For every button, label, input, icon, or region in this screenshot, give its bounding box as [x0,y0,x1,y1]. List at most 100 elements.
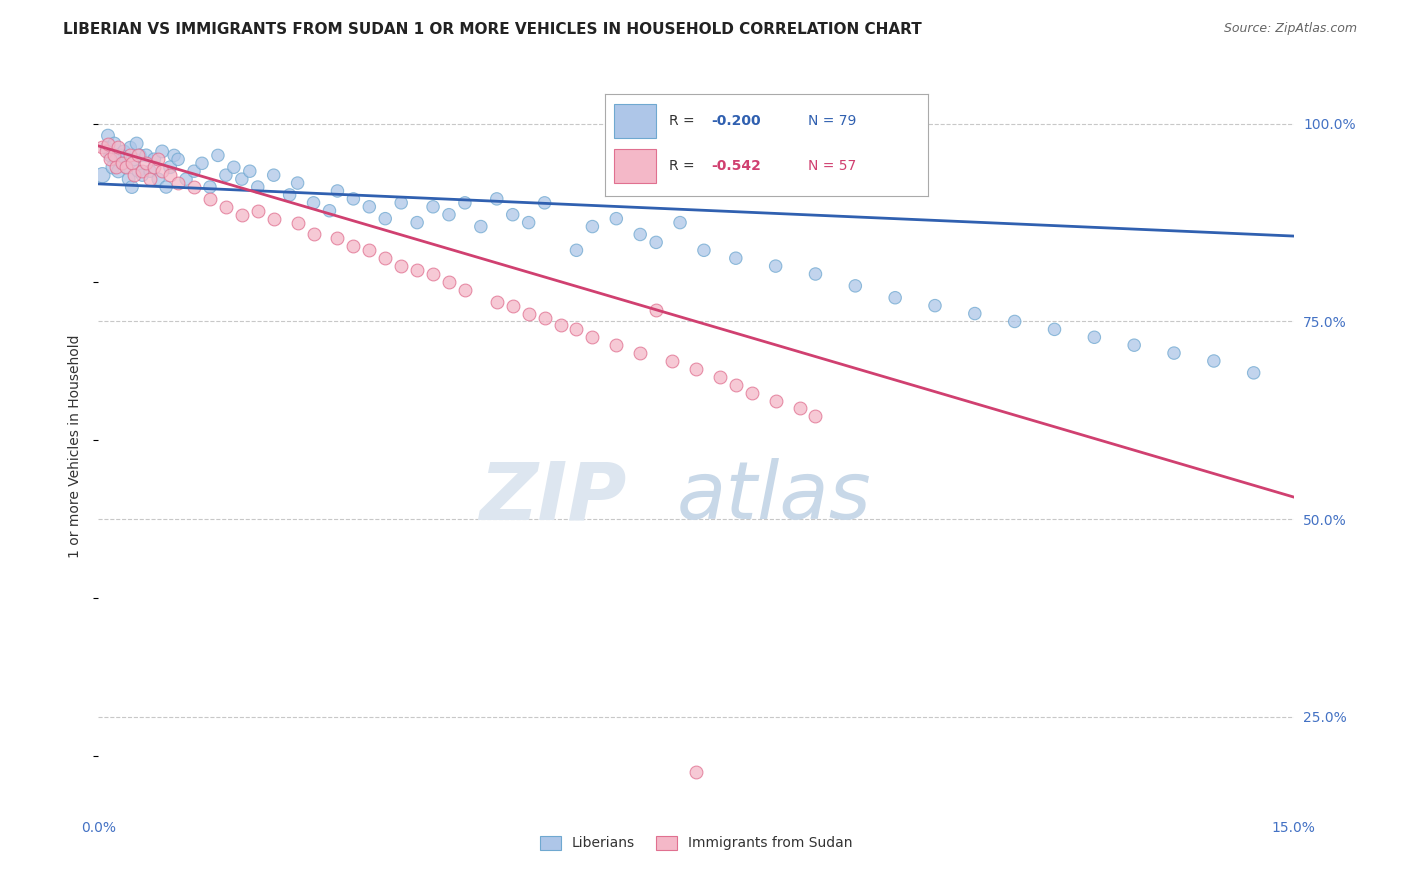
Point [502,208,524,222]
Point [533,310,555,325]
Point [661,354,683,368]
Text: atlas: atlas [676,458,872,536]
Point [112,145,135,159]
Point [804,409,827,424]
Point [148,153,170,167]
Point [517,216,540,230]
Point [645,235,668,250]
Point [1043,322,1066,336]
Point [287,216,309,230]
Point [533,195,555,210]
Point [128,148,150,162]
Point [326,231,349,245]
Point [124,168,146,182]
Point [121,180,143,194]
Point [517,307,540,321]
Point [581,330,603,344]
Text: ZIP: ZIP [479,458,626,536]
Point [374,211,396,226]
Point [628,346,651,360]
Point [645,302,668,317]
Point [98,148,122,162]
Point [628,227,651,242]
Point [406,216,429,230]
Point [231,172,253,186]
Point [1243,366,1265,380]
Point [148,172,170,186]
Point [143,153,166,167]
Point [374,251,396,265]
Text: R =: R = [669,114,699,128]
Point [239,164,262,178]
Text: N = 57: N = 57 [808,159,856,173]
Point [724,377,747,392]
Text: -0.200: -0.200 [711,114,761,128]
Point [207,148,229,162]
Point [120,140,142,154]
Point [183,164,205,178]
Text: LIBERIAN VS IMMIGRANTS FROM SUDAN 1 OR MORE VEHICLES IN HOUSEHOLD CORRELATION CH: LIBERIAN VS IMMIGRANTS FROM SUDAN 1 OR M… [63,22,922,37]
Point [246,203,269,218]
Point [98,153,122,167]
Point [709,369,731,384]
Point [159,168,181,182]
Point [422,267,444,281]
Point [765,393,787,408]
Point [97,128,120,143]
Point [550,318,572,333]
Point [96,140,118,154]
Point [155,180,177,194]
Point [222,161,245,175]
Point [318,203,340,218]
Point [215,200,238,214]
Point [342,239,364,253]
Point [97,136,120,151]
Point [198,192,221,206]
Point [135,148,157,162]
Text: Source: ZipAtlas.com: Source: ZipAtlas.com [1223,22,1357,36]
Point [167,153,190,167]
Point [302,195,325,210]
Point [389,259,412,273]
Point [183,180,205,194]
Legend: Liberians, Immigrants from Sudan: Liberians, Immigrants from Sudan [534,830,858,856]
Point [111,156,134,170]
Point [115,161,138,175]
Point [963,307,986,321]
Point [131,164,153,178]
Point [502,299,524,313]
Point [437,275,460,289]
Point [685,765,707,780]
Point [127,164,149,178]
Point [342,192,364,206]
Point [159,161,181,175]
Point [1083,330,1105,344]
Point [565,244,588,258]
Point [485,294,508,309]
Point [96,145,118,159]
Text: N = 79: N = 79 [808,114,856,128]
Point [111,156,134,170]
Point [454,195,477,210]
Point [804,267,827,281]
Point [470,219,492,234]
Point [125,136,148,151]
Bar [614,104,657,137]
Point [104,161,127,175]
Point [669,216,692,230]
Point [685,362,707,376]
Point [741,385,763,400]
Point [326,184,349,198]
Point [263,168,285,182]
Point [124,153,146,167]
Point [422,200,444,214]
Point [287,176,309,190]
Point [121,156,143,170]
Point [565,322,588,336]
Point [231,208,253,222]
Point [118,172,141,186]
Point [91,140,114,154]
Point [163,148,186,162]
Point [198,180,221,194]
Text: R =: R = [669,159,699,173]
